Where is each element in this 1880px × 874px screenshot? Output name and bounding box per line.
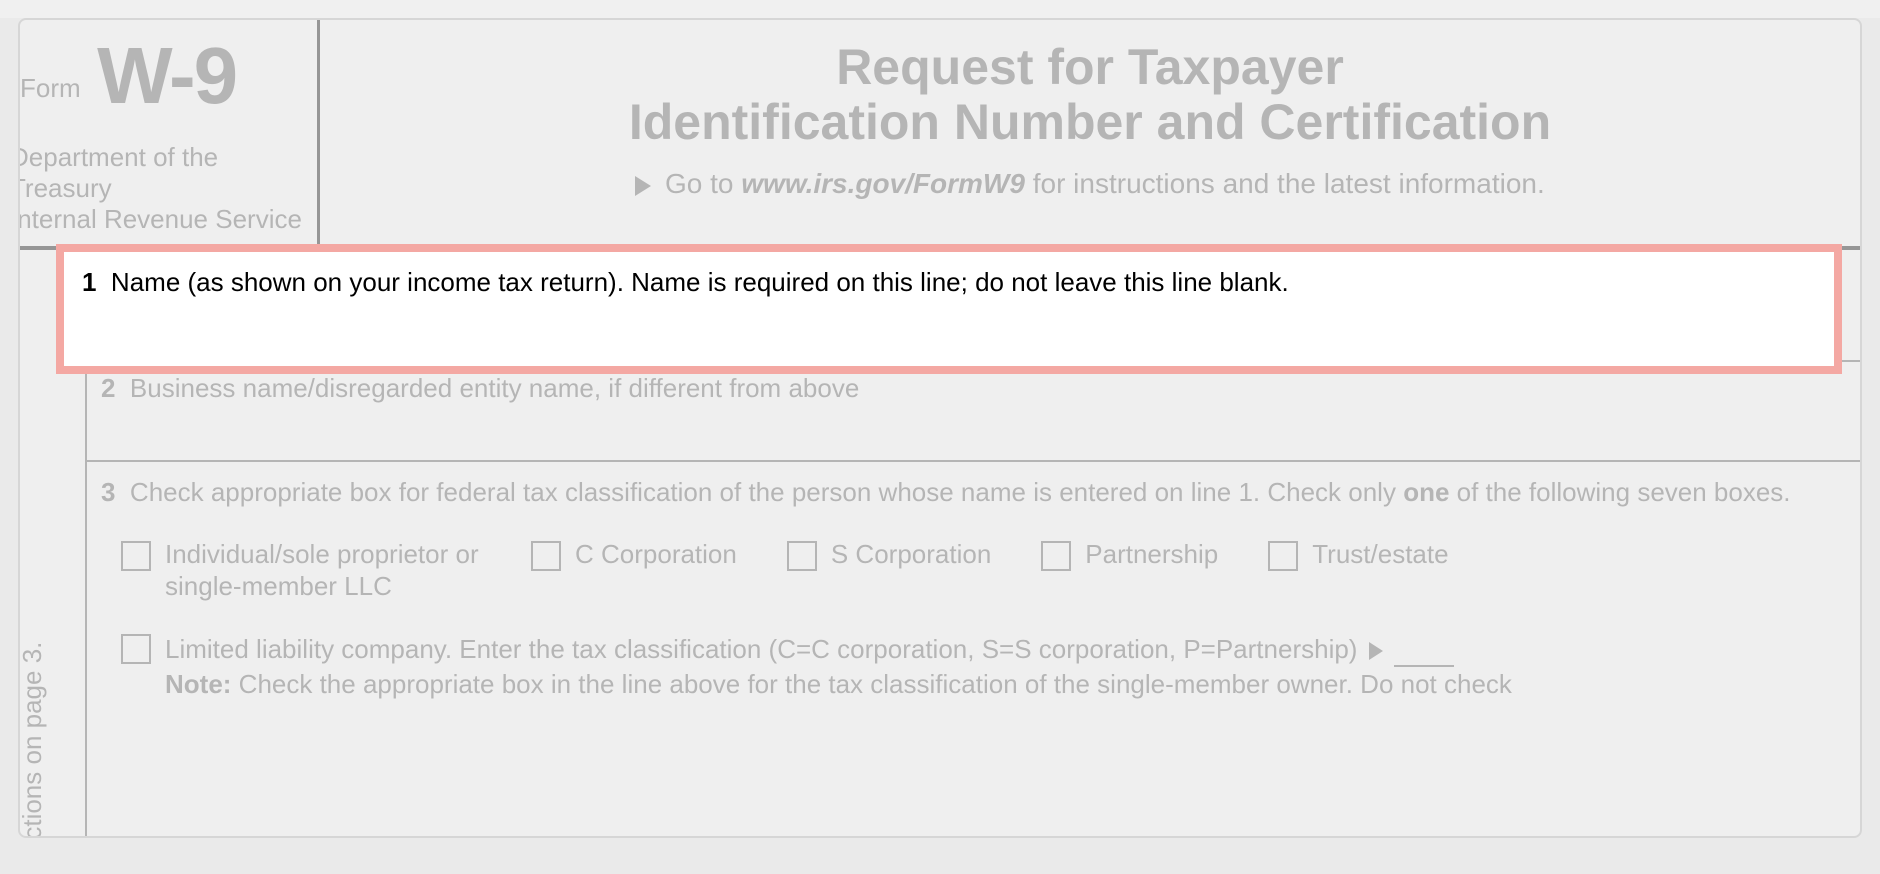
field-3-text-bold: one xyxy=(1403,477,1449,507)
field-1-number-hl: 1 xyxy=(82,267,96,297)
checkbox-icon[interactable] xyxy=(787,541,817,571)
checkbox-icon[interactable] xyxy=(1041,541,1071,571)
field-3-text-p2: of the following seven boxes. xyxy=(1449,477,1790,507)
checkbox-label-individual: Individual/sole proprietor or single-mem… xyxy=(165,539,481,601)
field-2-text: Business name/disregarded entity name, i… xyxy=(130,373,859,403)
form-title: Request for Taxpayer Identification Numb… xyxy=(320,40,1860,150)
checkbox-c-corp[interactable]: C Corporation xyxy=(531,539,737,601)
checkbox-row: Individual/sole proprietor or single-mem… xyxy=(121,539,1846,601)
checkbox-label-scorp: S Corporation xyxy=(831,539,991,570)
llc-text: Limited liability company. Enter the tax… xyxy=(165,634,1357,664)
dept-line-1: Department of the Treasury xyxy=(18,142,218,203)
form-label: Form xyxy=(20,73,81,104)
checkbox-icon[interactable] xyxy=(121,541,151,571)
checkbox-icon[interactable] xyxy=(1268,541,1298,571)
checkbox-icon[interactable] xyxy=(531,541,561,571)
title-line-2: Identification Number and Certification xyxy=(629,94,1551,150)
field-1-text-hl: Name (as shown on your income tax return… xyxy=(111,267,1289,297)
field-3-text-p1: Check appropriate box for federal tax cl… xyxy=(130,477,1403,507)
checkbox-label-partnership: Partnership xyxy=(1085,539,1218,570)
highlight-cutout: 1 Name (as shown on your income tax retu… xyxy=(64,252,1834,366)
llc-input-line[interactable] xyxy=(1394,665,1454,667)
llc-row[interactable]: Limited liability company. Enter the tax… xyxy=(121,632,1846,702)
checkbox-s-corp[interactable]: S Corporation xyxy=(787,539,991,601)
header-left: Form W-9 Department of the Treasury Inte… xyxy=(18,20,320,246)
department-text: Department of the Treasury Internal Reve… xyxy=(18,142,317,236)
link-prefix: Go to xyxy=(665,168,741,199)
field-row-2[interactable]: 2 Business name/disregarded entity name,… xyxy=(87,362,1860,462)
note-text: Check the appropriate box in the line ab… xyxy=(231,669,1511,699)
checkbox-icon[interactable] xyxy=(121,634,151,664)
instructions-link: Go to www.irs.gov/FormW9 for instruction… xyxy=(320,168,1860,200)
form-header: Form W-9 Department of the Treasury Inte… xyxy=(20,20,1860,250)
link-url: www.irs.gov/FormW9 xyxy=(741,168,1025,199)
form-number: W-9 xyxy=(97,40,236,112)
field-3-number: 3 xyxy=(101,477,115,507)
arrow-right-icon xyxy=(1369,642,1383,660)
checkbox-label-ccorp: C Corporation xyxy=(575,539,737,570)
llc-text-block: Limited liability company. Enter the tax… xyxy=(165,632,1512,702)
dept-line-2: Internal Revenue Service xyxy=(18,204,302,234)
field-3-text: Check appropriate box for federal tax cl… xyxy=(130,477,1791,507)
title-line-1: Request for Taxpayer xyxy=(836,39,1344,95)
form-container: Form W-9 Department of the Treasury Inte… xyxy=(18,18,1862,838)
link-suffix: for instructions and the latest informat… xyxy=(1025,168,1545,199)
checkbox-label-trust: Trust/estate xyxy=(1312,539,1448,570)
note-label: Note: xyxy=(165,669,231,699)
checkbox-trust[interactable]: Trust/estate xyxy=(1268,539,1448,601)
checkbox-partnership[interactable]: Partnership xyxy=(1041,539,1218,601)
field-2-number: 2 xyxy=(101,373,115,403)
checkbox-individual[interactable]: Individual/sole proprietor or single-mem… xyxy=(121,539,481,601)
header-right: Request for Taxpayer Identification Numb… xyxy=(320,20,1860,246)
vertical-text-2: tructions on page 3. xyxy=(18,641,48,838)
field-row-3: 3 Check appropriate box for federal tax … xyxy=(87,462,1860,702)
arrow-right-icon xyxy=(635,176,651,196)
